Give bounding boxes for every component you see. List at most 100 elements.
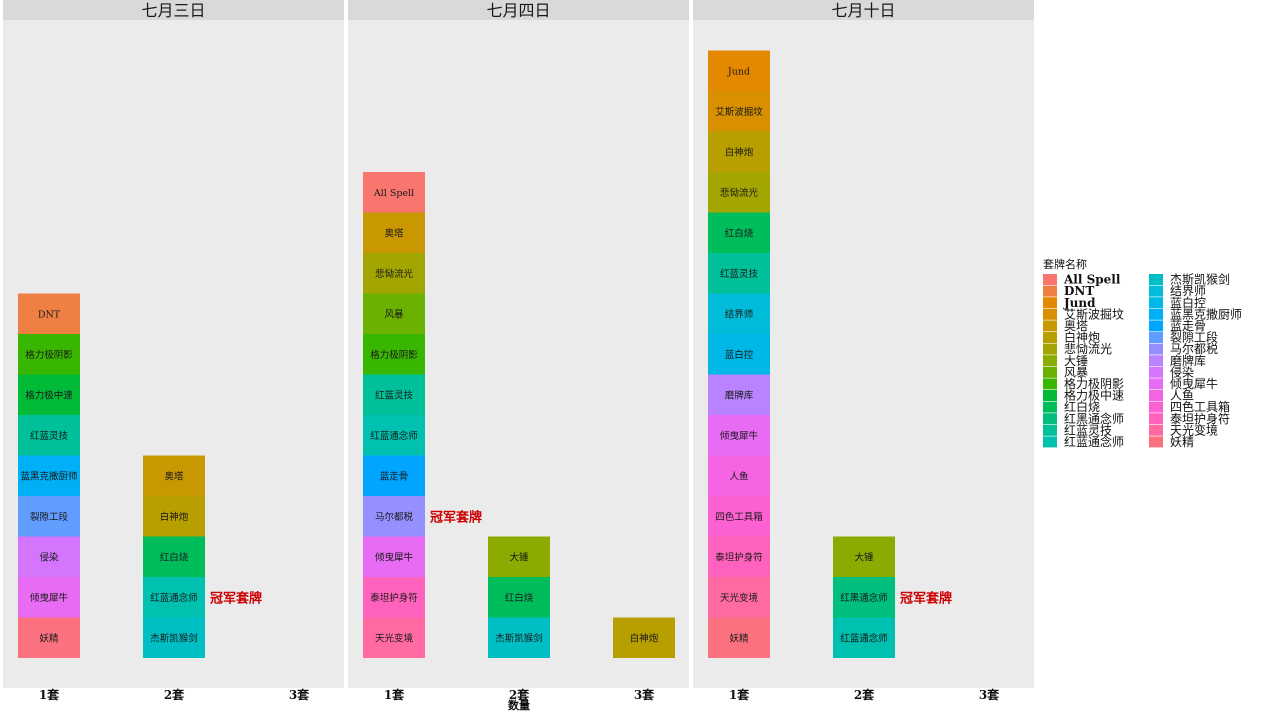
legend-entry-label: 格力极中速 [1064, 388, 1124, 403]
segment-label: 艾斯波掘坟 [715, 106, 763, 118]
legend-swatch [1149, 332, 1163, 343]
segment-label: DNT [38, 309, 61, 320]
bar-segment [18, 496, 80, 537]
bar-segment [18, 455, 80, 496]
bar-segment [143, 536, 205, 577]
legend-entry-label: 四色工具箱 [1170, 399, 1230, 414]
segment-label: 红蓝通念师 [840, 632, 888, 644]
legend-entry-label: 侵染 [1170, 364, 1194, 379]
bar-segment [363, 415, 425, 456]
segment-label: 倾曳犀牛 [375, 551, 414, 563]
legend-swatch [1149, 285, 1163, 297]
legend-swatch [1149, 308, 1163, 320]
legend-title: 套牌名称 [1043, 257, 1087, 271]
bar-segment [363, 536, 425, 577]
bar-segment [18, 334, 80, 375]
bar-segment [363, 496, 425, 537]
legend-entry-label: 磨牌库 [1170, 353, 1206, 368]
legend-entry-label: 奥塔 [1064, 319, 1088, 333]
x-tick-label: 2套 [509, 687, 530, 702]
facet-title: 七月十日 [831, 1, 895, 20]
facet-strip [3, 0, 344, 20]
legend-swatch [1149, 401, 1163, 413]
bar-segment [613, 617, 675, 658]
segment-label: 杰斯凯猴剑 [495, 632, 543, 644]
x-tick-label: 1套 [384, 687, 405, 702]
segment-label: 蓝黑克撒厨师 [20, 470, 77, 482]
legend-swatch [1149, 355, 1163, 367]
bar-segment [363, 577, 425, 618]
segment-label: 奥塔 [384, 227, 404, 239]
legend-entry-label: 马尔都税 [1170, 341, 1218, 356]
legend-swatch [1149, 378, 1163, 390]
legend-swatch [1043, 297, 1057, 309]
legend-entry-label: 风暴 [1064, 365, 1088, 379]
bar-segment [708, 91, 770, 132]
segment-label: 蓝白控 [725, 349, 754, 361]
bar-segment [833, 536, 895, 577]
segment-label: 红蓝灵技 [30, 430, 69, 442]
x-tick-label: 1套 [39, 687, 60, 702]
bar-segment [708, 577, 770, 618]
x-tick-label: 2套 [164, 687, 185, 702]
segment-label: 格力极阴影 [25, 349, 73, 361]
segment-label: 红蓝通念师 [370, 430, 418, 442]
legend-entry-label: 泰坦护身符 [1170, 411, 1230, 426]
legend-entry-label: DNT [1064, 284, 1094, 298]
legend-entry-label: 蓝黑克撒厨师 [1170, 306, 1242, 321]
legend-entry-label: 结界师 [1170, 284, 1206, 298]
legend-swatch [1149, 366, 1163, 378]
segment-label: 红蓝灵技 [375, 389, 414, 401]
bar-segment [363, 253, 425, 294]
segment-label: 奥塔 [164, 470, 184, 482]
x-axis-title: 数量 [508, 698, 530, 712]
legend-swatch [1149, 274, 1163, 285]
legend-entry-label: 艾斯波掘坟 [1064, 306, 1124, 321]
bar-segment [18, 536, 80, 577]
legend-swatch [1043, 424, 1057, 436]
bar-segment [143, 577, 205, 618]
bar-segment [708, 415, 770, 456]
bar-segment [708, 334, 770, 375]
segment-label: 泰坦护身符 [370, 592, 418, 604]
segment-label: 格力极中速 [25, 389, 73, 401]
segment-label: 倾曳犀牛 [720, 430, 759, 442]
legend-swatch [1043, 413, 1057, 425]
bar-segment [708, 131, 770, 172]
x-tick-label: 1套 [729, 687, 750, 702]
segment-label: 悲恸流光 [720, 187, 759, 199]
legend-entry-label: 悲恸流光 [1064, 341, 1112, 356]
champion-annotation: 冠军套牌 [430, 509, 482, 525]
legend-swatch [1043, 378, 1057, 390]
segment-label: 天光变境 [720, 592, 759, 604]
segment-label: 杰斯凯猴剑 [150, 632, 198, 644]
legend-swatch [1043, 343, 1057, 355]
legend-swatch [1043, 285, 1057, 297]
bar-segment [708, 536, 770, 577]
bar-segment [363, 172, 425, 213]
legend-swatch [1043, 320, 1057, 332]
segment-label: 大锤 [509, 551, 529, 563]
segment-label: 蓝走骨 [380, 470, 409, 482]
legend-swatch [1043, 274, 1057, 285]
facet-strip [693, 0, 1034, 20]
bar-segment [708, 374, 770, 415]
x-tick-label: 2套 [854, 687, 875, 702]
segment-label: 红白烧 [160, 551, 189, 563]
legend-entry-label: 红蓝通念师 [1064, 434, 1124, 449]
legend-swatch [1043, 355, 1057, 367]
segment-label: 人鱼 [729, 470, 748, 482]
legend-entry-label: 妖精 [1170, 435, 1194, 449]
bar-segment [708, 50, 770, 91]
legend-entry-label: 裂隙工段 [1170, 330, 1218, 345]
bar-segment [363, 212, 425, 253]
legend-swatch [1149, 413, 1163, 425]
legend-entry-label: All Spell [1063, 273, 1121, 287]
segment-label: 天光变境 [375, 632, 414, 644]
x-tick-label: 3套 [289, 687, 310, 702]
bar-segment [708, 172, 770, 213]
segment-label: 白神炮 [725, 146, 754, 158]
bar-segment [18, 577, 80, 618]
bar-segment [488, 577, 550, 618]
legend-entry-label: 倾曳犀牛 [1170, 376, 1218, 391]
